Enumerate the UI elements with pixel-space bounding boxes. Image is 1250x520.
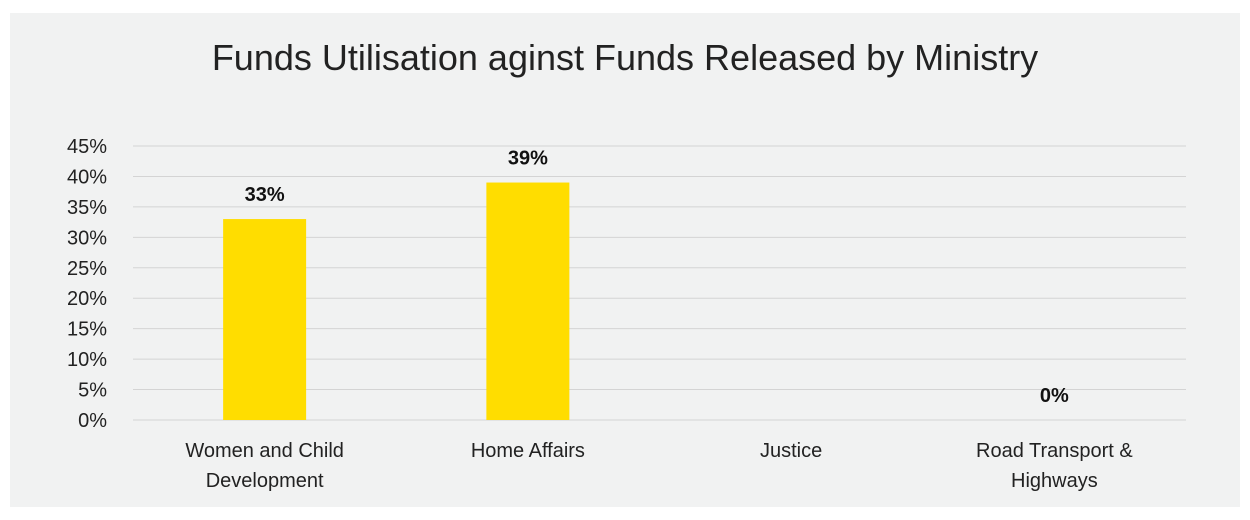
- chart-title: Funds Utilisation aginst Funds Released …: [211, 37, 1039, 78]
- y-tick-label: 15%: [67, 319, 107, 341]
- x-category-label: Justice: [760, 440, 822, 462]
- x-category-label: Highways: [1011, 470, 1098, 492]
- y-tick-label: 20%: [67, 288, 107, 310]
- y-tick-label: 0%: [78, 410, 107, 432]
- data-label: 39%: [508, 148, 548, 170]
- x-category-label: Women and Child: [185, 440, 344, 462]
- y-tick-label: 35%: [67, 197, 107, 219]
- x-category-label: Road Transport &: [976, 440, 1133, 462]
- y-tick-label: 10%: [67, 349, 107, 371]
- y-tick-label: 25%: [67, 258, 107, 280]
- bar: [223, 219, 307, 420]
- x-category-label: Development: [206, 470, 324, 492]
- y-tick-label: 5%: [78, 380, 107, 402]
- data-label: 0%: [1040, 385, 1069, 407]
- y-tick-label: 30%: [67, 227, 107, 249]
- bar: [486, 182, 570, 420]
- data-label: 33%: [245, 184, 285, 206]
- y-tick-label: 45%: [67, 136, 107, 158]
- y-tick-label: 40%: [67, 166, 107, 188]
- chart-panel: [10, 13, 1240, 507]
- x-category-label: Home Affairs: [471, 440, 585, 462]
